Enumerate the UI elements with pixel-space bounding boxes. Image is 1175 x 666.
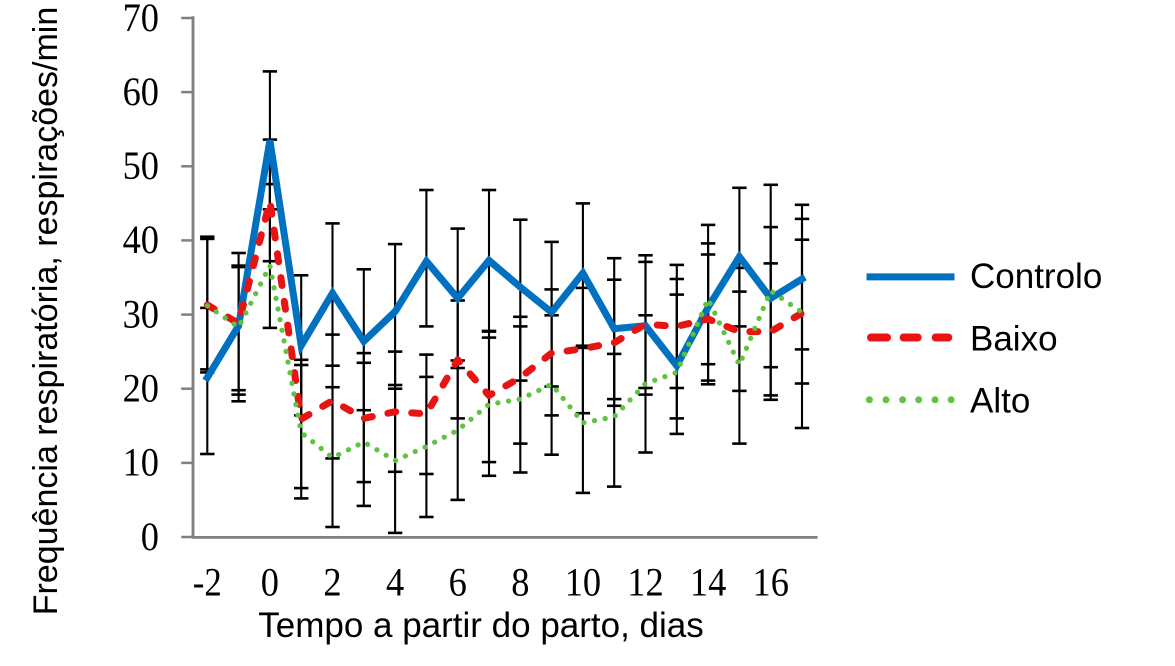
svg-text:2: 2: [323, 559, 341, 604]
svg-text:30: 30: [123, 291, 159, 336]
svg-text:Alto: Alto: [970, 382, 1030, 421]
svg-text:50: 50: [123, 143, 159, 188]
svg-text:60: 60: [123, 69, 159, 114]
svg-text:4: 4: [386, 559, 404, 604]
svg-text:40: 40: [123, 217, 159, 262]
svg-text:14: 14: [690, 559, 726, 604]
svg-text:70: 70: [123, 0, 159, 40]
svg-text:20: 20: [123, 366, 159, 411]
svg-text:-2: -2: [193, 559, 222, 604]
svg-text:10: 10: [123, 440, 159, 485]
svg-text:Controlo: Controlo: [970, 257, 1102, 296]
svg-text:Frequência respiratória, respi: Frequência respiratória, respirações/min: [27, 7, 65, 615]
svg-text:Tempo a partir do parto, dias: Tempo a partir do parto, dias: [258, 606, 704, 645]
svg-text:10: 10: [565, 559, 601, 604]
svg-text:Baixo: Baixo: [970, 320, 1058, 359]
svg-text:6: 6: [449, 559, 467, 604]
svg-text:0: 0: [141, 514, 159, 559]
svg-text:16: 16: [753, 559, 789, 604]
svg-text:8: 8: [511, 559, 529, 604]
svg-text:12: 12: [627, 559, 663, 604]
svg-text:0: 0: [261, 559, 279, 604]
